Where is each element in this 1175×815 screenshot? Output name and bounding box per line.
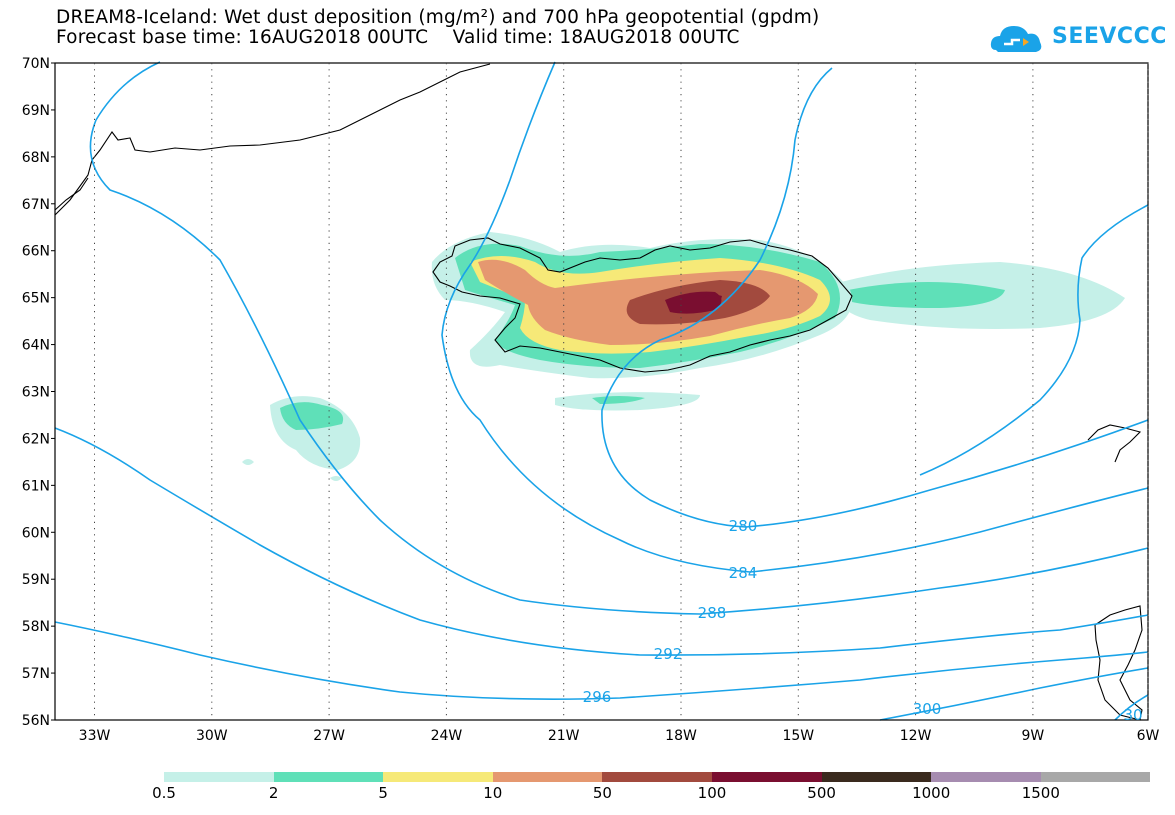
lon-label: 15W [782, 728, 814, 744]
coastlines [54, 63, 1143, 721]
legend-swatch [821, 772, 932, 782]
lat-label: 68N [22, 150, 50, 166]
legend-label: 1000 [912, 784, 951, 802]
lat-label: 62N [22, 431, 50, 447]
lat-label: 69N [22, 103, 50, 119]
contour-label: 30 [1123, 706, 1142, 724]
legend-swatch [1040, 772, 1151, 782]
graticule-grid [51, 62, 1149, 721]
legend-label: 2 [268, 784, 279, 802]
legend-swatch [383, 772, 493, 782]
longitude-labels: 33W 30W 27W 24W 21W 18W 15W 12W 9W 6W [79, 728, 1160, 744]
lat-label: 67N [22, 197, 50, 213]
lat-label: 60N [22, 525, 50, 541]
lat-label: 61N [22, 478, 50, 494]
legend-label: 0.5 [152, 784, 176, 802]
legend-swatch [931, 772, 1041, 782]
contour-label: 288 [698, 604, 727, 622]
lon-label: 9W [1022, 728, 1045, 744]
contour-label: 300 [913, 700, 942, 718]
legend-labels: 0.5 2 5 10 50 100 500 1000 1500 [0, 784, 1175, 804]
lon-label: 12W [900, 728, 932, 744]
lat-label: 64N [22, 338, 50, 354]
legend-label: 500 [807, 784, 836, 802]
contour-label: 280 [729, 517, 758, 535]
lat-label: 59N [22, 572, 50, 588]
lat-label: 56N [22, 713, 50, 729]
legend-swatch [273, 772, 384, 782]
logo-text: SEEVCCC [1052, 24, 1167, 49]
lat-label: 66N [22, 244, 50, 260]
lat-label: 63N [22, 385, 50, 401]
map-subtitle: Forecast base time: 16AUG2018 00UTC Vali… [56, 27, 740, 48]
lat-label: 57N [22, 666, 50, 682]
lon-label: 24W [431, 728, 463, 744]
dust-deposition-shading [242, 232, 1125, 481]
legend-label: 100 [697, 784, 727, 802]
map-title: DREAM8-Iceland: Wet dust deposition (mg/… [56, 7, 820, 28]
legend-label: 1500 [1021, 784, 1060, 802]
contour-label: 296 [583, 688, 612, 706]
lon-label: 18W [665, 728, 697, 744]
latitude-labels: 70N 69N 68N 67N 66N 65N 64N 63N 62N 61N 60N 59N 58N 5… [22, 56, 50, 729]
legend-swatch [492, 772, 603, 782]
legend-label: 5 [378, 784, 388, 802]
legend-label: 10 [483, 784, 503, 802]
legend-swatch [711, 772, 822, 782]
legend-swatch [602, 772, 712, 782]
contour-label: 292 [654, 645, 683, 663]
lon-label: 21W [548, 728, 580, 744]
map-frame [54, 62, 1149, 721]
legend-swatch [164, 772, 274, 782]
contour-labels: 280 284 288 292 296 300 30 [583, 517, 1143, 724]
lon-label: 6W [1137, 728, 1160, 744]
legend-label: 50 [592, 784, 612, 802]
lat-label: 65N [22, 291, 50, 307]
contour-label: 284 [729, 564, 758, 582]
lat-label: 58N [22, 619, 50, 635]
lon-label: 30W [196, 728, 228, 744]
cloud-icon [990, 26, 1042, 52]
lat-label: 70N [22, 56, 50, 72]
geopotential-contours [54, 61, 1149, 721]
lon-label: 33W [79, 728, 111, 744]
color-legend [164, 772, 1151, 782]
lon-label: 27W [313, 728, 345, 744]
